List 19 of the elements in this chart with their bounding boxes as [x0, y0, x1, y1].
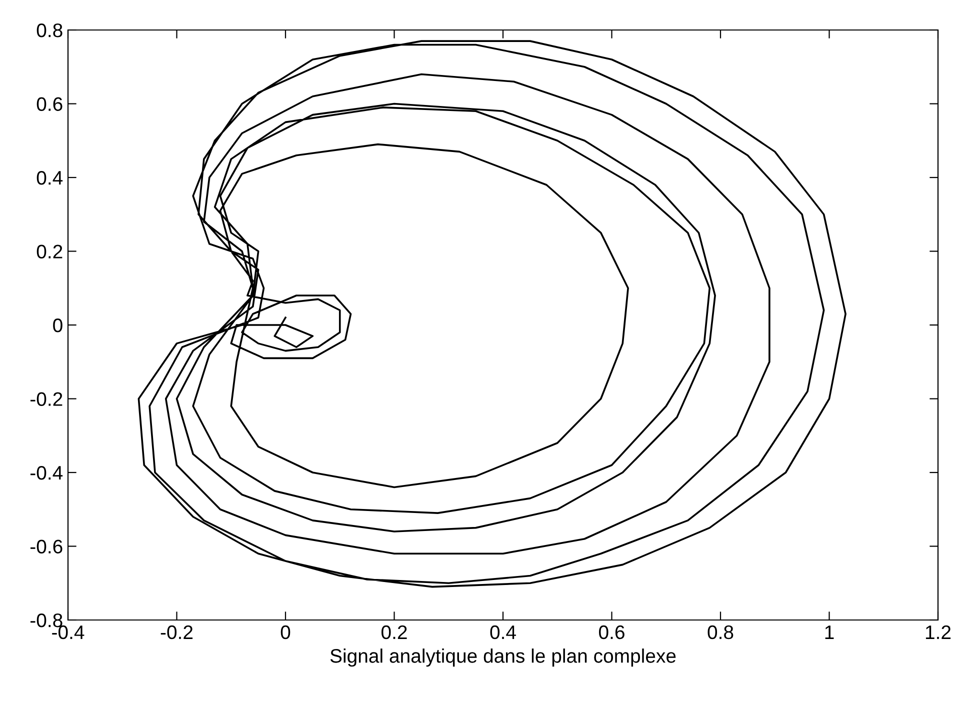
y-tick-label: -0.2: [30, 392, 62, 406]
x-tick-label: 0.4: [490, 625, 516, 640]
x-tick-label: -0.2: [160, 625, 193, 640]
x-axis-title: Signal analytique dans le plan complexe: [330, 648, 676, 667]
y-tick-label: -0.8: [30, 613, 62, 628]
x-tick-label: 0.8: [708, 625, 734, 640]
x-tick-label: -0.4: [52, 625, 84, 640]
x-tick-label: 0.2: [381, 625, 407, 640]
y-tick-label: -0.6: [30, 540, 62, 554]
x-tick-label: 1: [825, 626, 834, 639]
x-tick-label: 0: [280, 625, 290, 640]
y-tick-label: -0.4: [30, 466, 63, 480]
y-tick-label: 0.8: [36, 23, 62, 38]
y-tick-label: 0: [53, 318, 62, 332]
y-tick-label: 0.4: [36, 170, 63, 185]
y-tick-label: 0.6: [36, 97, 62, 111]
x-tick-label: 1.2: [926, 625, 951, 639]
x-tick-label: 0.6: [598, 625, 624, 640]
y-tick-label: 0.2: [36, 244, 62, 258]
